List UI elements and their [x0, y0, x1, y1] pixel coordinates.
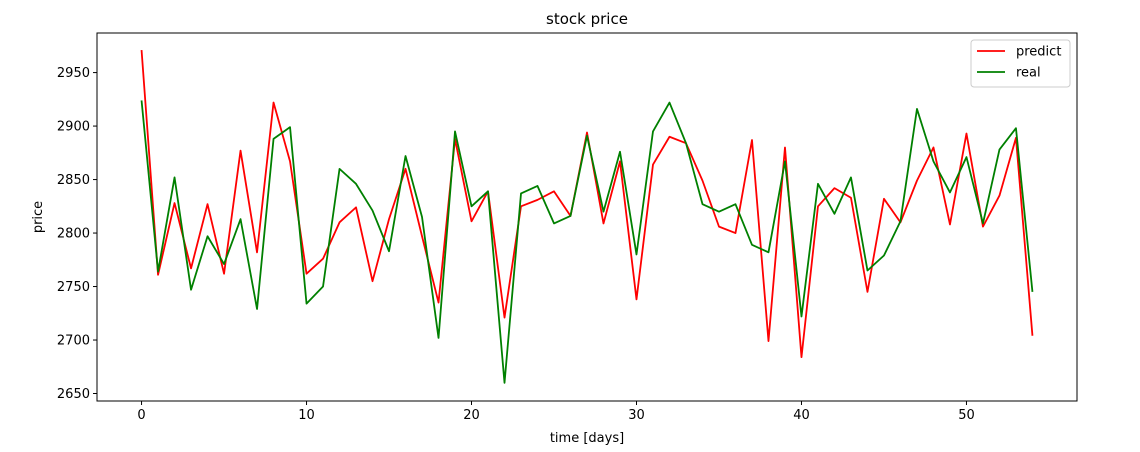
plot-series-group	[140, 50, 1034, 384]
y-tick-label: 2700	[57, 334, 90, 349]
x-tick-label: 10	[298, 408, 315, 423]
y-tick-label: 2950	[57, 66, 90, 81]
y-axis: 2650 2700 2750 2800 2850 2900 2950	[57, 66, 97, 402]
series-line-predict	[140, 50, 1034, 359]
x-tick-label: 40	[793, 408, 810, 423]
y-tick-label: 2850	[57, 173, 90, 188]
x-tick-label: 30	[628, 408, 645, 423]
legend-label-real: real	[1016, 66, 1041, 81]
y-tick-label: 2650	[57, 387, 90, 402]
x-tick-label: 20	[463, 408, 480, 423]
legend: predict real	[970, 39, 1071, 88]
plot-frame	[96, 32, 1078, 402]
x-tick-label: 0	[137, 408, 145, 423]
x-tick-label: 50	[958, 408, 975, 423]
legend-label-predict: predict	[1016, 45, 1061, 60]
x-axis-label: time [days]	[550, 431, 624, 446]
x-axis: 0 10 20 30 40 50	[137, 401, 975, 423]
series-line-real	[140, 100, 1034, 384]
y-axis-label: price	[31, 201, 46, 233]
y-tick-label: 2900	[57, 120, 90, 135]
y-tick-label: 2750	[57, 280, 90, 295]
y-tick-label: 2800	[57, 227, 90, 242]
chart-title: stock price	[546, 10, 628, 28]
